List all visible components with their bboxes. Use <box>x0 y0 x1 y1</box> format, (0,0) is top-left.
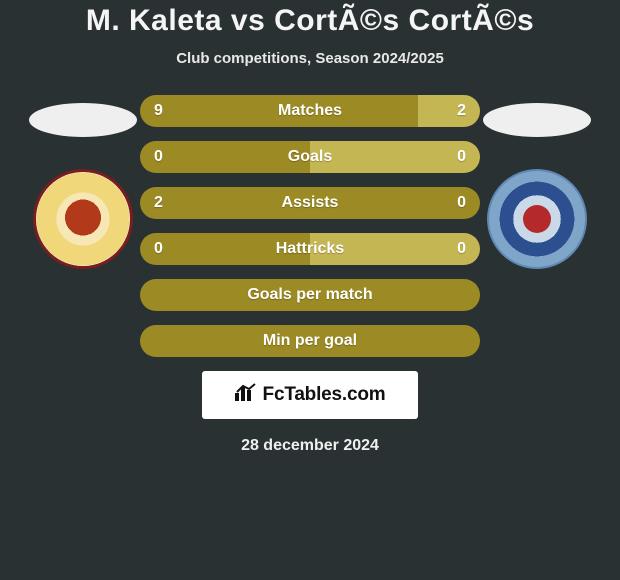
stat-bar: 2 0 Assists <box>140 187 480 219</box>
stat-bar: 0 0 Goals <box>140 141 480 173</box>
stat-label: Hattricks <box>276 240 344 258</box>
stat-value-a: 2 <box>154 194 163 212</box>
stat-seg-b <box>418 95 480 127</box>
stat-value-b: 0 <box>457 148 466 166</box>
stat-seg-a <box>140 141 310 173</box>
stat-label: Min per goal <box>263 332 357 350</box>
stat-seg-b <box>310 141 480 173</box>
stat-label: Goals per match <box>247 286 372 304</box>
stat-label: Assists <box>282 194 339 212</box>
stat-value-b: 0 <box>457 194 466 212</box>
player-b-silhouette <box>483 103 591 137</box>
stat-bar: 0 0 Hattricks <box>140 233 480 265</box>
stat-bar: Goals per match <box>140 279 480 311</box>
subtitle: Club competitions, Season 2024/2025 <box>0 50 620 67</box>
stat-label: Goals <box>288 148 332 166</box>
brand-logo-icon <box>235 383 257 407</box>
player-a-silhouette <box>29 103 137 137</box>
stat-value-b: 0 <box>457 240 466 258</box>
stat-value-a: 9 <box>154 102 163 120</box>
stat-label: Matches <box>278 102 342 120</box>
player-a-column <box>20 95 140 269</box>
stat-value-a: 0 <box>154 148 163 166</box>
player-b-column <box>480 95 600 269</box>
stat-bars: 9 2 Matches 0 0 Goals 2 0 Assists 0 0 Hattricks Goal… <box>140 95 480 357</box>
player-b-club-crest <box>487 169 587 269</box>
stat-bar: Min per goal <box>140 325 480 357</box>
stat-value-a: 0 <box>154 240 163 258</box>
snapshot-date: 28 december 2024 <box>0 437 620 455</box>
stat-value-b: 2 <box>457 102 466 120</box>
player-a-club-crest <box>33 169 133 269</box>
brand-footer: FcTables.com <box>202 371 418 419</box>
page-title: M. Kaleta vs CortÃ©s CortÃ©s <box>0 4 620 38</box>
brand-text: FcTables.com <box>263 384 386 406</box>
stat-bar: 9 2 Matches <box>140 95 480 127</box>
